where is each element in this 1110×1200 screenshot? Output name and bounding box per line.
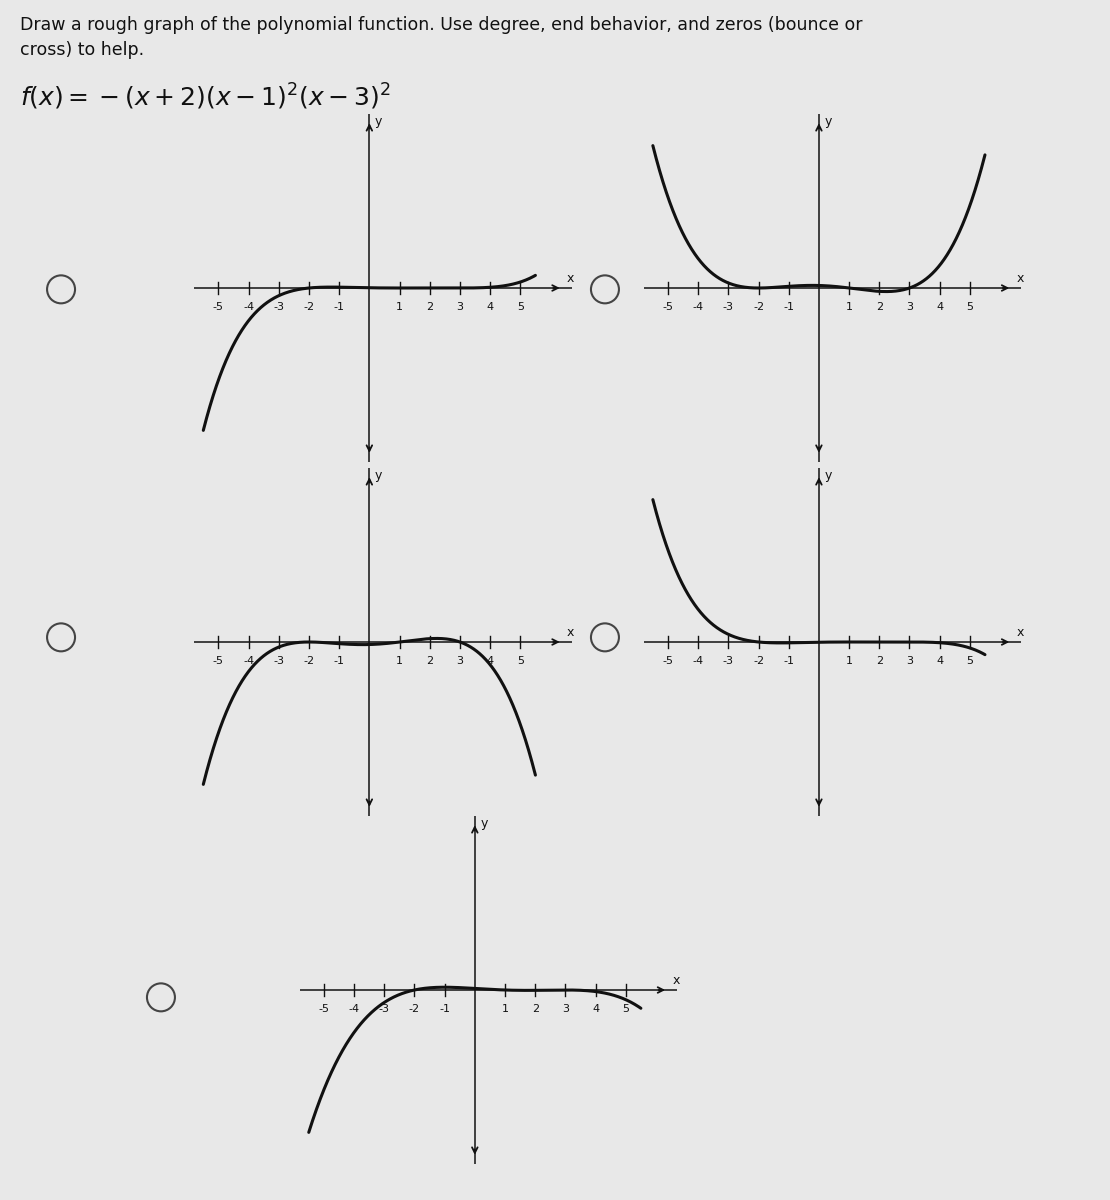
Text: x: x xyxy=(1017,272,1025,284)
Text: -5: -5 xyxy=(213,656,224,666)
Text: -2: -2 xyxy=(303,302,314,312)
Text: y: y xyxy=(825,115,831,128)
Text: -2: -2 xyxy=(753,656,764,666)
Text: -3: -3 xyxy=(723,302,734,312)
Text: -1: -1 xyxy=(334,302,345,312)
Text: -1: -1 xyxy=(784,656,795,666)
Text: Draw a rough graph of the polynomial function. Use degree, end behavior, and zer: Draw a rough graph of the polynomial fun… xyxy=(20,16,862,34)
Text: -2: -2 xyxy=(408,1004,420,1014)
Text: 5: 5 xyxy=(967,656,973,666)
Text: y: y xyxy=(375,469,382,482)
Text: 1: 1 xyxy=(502,1004,508,1014)
Text: 2: 2 xyxy=(426,656,433,666)
Text: y: y xyxy=(375,115,382,128)
Text: 5: 5 xyxy=(517,302,524,312)
Text: -5: -5 xyxy=(663,302,674,312)
Text: x: x xyxy=(567,626,575,638)
Text: 3: 3 xyxy=(456,302,464,312)
Text: x: x xyxy=(1017,626,1025,638)
Text: 3: 3 xyxy=(906,656,914,666)
Text: $f(x) = -(x+2)(x-1)^2(x-3)^2$: $f(x) = -(x+2)(x-1)^2(x-3)^2$ xyxy=(20,82,391,112)
Text: x: x xyxy=(567,272,575,284)
Text: -5: -5 xyxy=(213,302,224,312)
Text: 3: 3 xyxy=(562,1004,569,1014)
Text: y: y xyxy=(825,469,831,482)
Text: 4: 4 xyxy=(936,656,944,666)
Text: 4: 4 xyxy=(486,656,494,666)
Text: 1: 1 xyxy=(846,302,852,312)
Text: -4: -4 xyxy=(693,302,704,312)
Text: -1: -1 xyxy=(440,1004,451,1014)
Text: -2: -2 xyxy=(303,656,314,666)
Text: -3: -3 xyxy=(723,656,734,666)
Text: -4: -4 xyxy=(693,656,704,666)
Text: 5: 5 xyxy=(967,302,973,312)
Text: 4: 4 xyxy=(936,302,944,312)
Text: -3: -3 xyxy=(273,656,284,666)
Text: 1: 1 xyxy=(396,302,403,312)
Text: -3: -3 xyxy=(379,1004,390,1014)
Text: -3: -3 xyxy=(273,302,284,312)
Text: 2: 2 xyxy=(876,302,882,312)
Text: 3: 3 xyxy=(456,656,464,666)
Text: x: x xyxy=(673,974,680,986)
Text: -1: -1 xyxy=(334,656,345,666)
Text: -5: -5 xyxy=(319,1004,330,1014)
Text: 4: 4 xyxy=(592,1004,599,1014)
Text: -4: -4 xyxy=(243,656,254,666)
Text: 2: 2 xyxy=(532,1004,538,1014)
Text: -1: -1 xyxy=(784,302,795,312)
Text: 1: 1 xyxy=(846,656,852,666)
Text: cross) to help.: cross) to help. xyxy=(20,41,144,59)
Text: 2: 2 xyxy=(876,656,882,666)
Text: 5: 5 xyxy=(623,1004,629,1014)
Text: -5: -5 xyxy=(663,656,674,666)
Text: -4: -4 xyxy=(243,302,254,312)
Text: -2: -2 xyxy=(753,302,764,312)
Text: 3: 3 xyxy=(906,302,914,312)
Text: y: y xyxy=(481,817,487,830)
Text: 4: 4 xyxy=(486,302,494,312)
Text: -4: -4 xyxy=(349,1004,360,1014)
Text: 5: 5 xyxy=(517,656,524,666)
Text: 1: 1 xyxy=(396,656,403,666)
Text: 2: 2 xyxy=(426,302,433,312)
